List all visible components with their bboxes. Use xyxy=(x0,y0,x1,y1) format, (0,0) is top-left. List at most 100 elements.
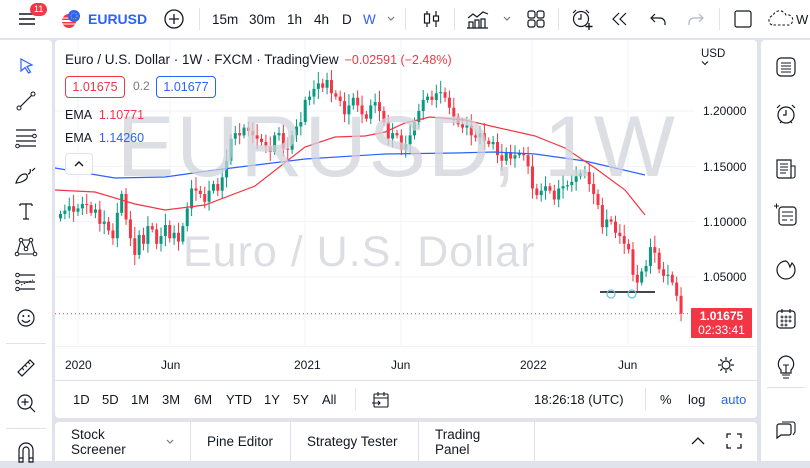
x-tick-2020: 2020 xyxy=(65,358,92,372)
chevron-up-icon xyxy=(74,161,84,167)
indicators-button[interactable] xyxy=(464,0,492,38)
zoom-in-tool[interactable] xyxy=(10,387,42,419)
auto-scale-toggle[interactable]: auto xyxy=(721,392,747,407)
utc-clock[interactable]: 18:26:18 (UTC) xyxy=(534,392,624,407)
chart-panel[interactable]: EURUSD, 1W Euro / U.S. Dollar Euro / U.S… xyxy=(55,40,757,418)
widget-bar xyxy=(761,40,810,461)
sell-price-button[interactable]: 1.01675 xyxy=(65,76,125,98)
interval-d[interactable]: D xyxy=(342,11,352,27)
tab-trading-panel-label: Trading Panel xyxy=(435,426,481,457)
zoom-in-icon xyxy=(17,394,36,413)
redo-icon xyxy=(688,13,704,25)
alarm-clock-icon xyxy=(776,104,796,124)
lightbulb-icon xyxy=(777,355,795,379)
cursor-arrow-icon xyxy=(20,57,34,74)
chart-legend[interactable]: Euro / U.S. Dollar · 1W · FXCM · Trading… xyxy=(65,52,452,67)
prediction-tool[interactable] xyxy=(10,266,42,298)
data-window-icon xyxy=(774,203,797,226)
range-6m[interactable]: 6M xyxy=(194,392,213,407)
indicators-dropdown[interactable] xyxy=(500,0,514,38)
undo-icon xyxy=(650,13,666,25)
range-1y[interactable]: 1Y xyxy=(264,392,280,407)
buy-price-button[interactable]: 1.01677 xyxy=(156,76,216,98)
percent-scale-toggle[interactable]: % xyxy=(660,392,672,407)
tab-trading-panel[interactable]: Trading Panel xyxy=(419,422,535,461)
layouts-button[interactable] xyxy=(524,0,548,38)
log-scale-toggle[interactable]: log xyxy=(688,392,706,407)
ema-slow-legend[interactable]: EMA 1.14260 xyxy=(65,131,144,145)
tab-pine-editor[interactable]: Pine Editor xyxy=(191,422,291,461)
tab-strategy-tester-label: Strategy Tester xyxy=(307,434,398,449)
interval-4h[interactable]: 4h xyxy=(314,11,330,27)
pattern-tool[interactable] xyxy=(10,230,42,262)
range-5y[interactable]: 5Y xyxy=(293,392,309,407)
replay-button[interactable] xyxy=(608,0,632,38)
x-tick-jun-2020: Jun xyxy=(161,358,181,372)
icons-tool[interactable] xyxy=(10,302,42,334)
tab-stock-screener-label: Stock Screener xyxy=(71,426,126,457)
price-chart[interactable] xyxy=(55,40,757,380)
interval-15m[interactable]: 15m xyxy=(212,11,239,27)
symbol-search-button[interactable]: EURUSD xyxy=(60,0,147,38)
magnet-tool[interactable] xyxy=(10,436,42,468)
chevron-down-icon xyxy=(166,439,174,444)
currency-selector[interactable]: USD xyxy=(701,48,725,66)
range-1d[interactable]: 1D xyxy=(73,392,90,407)
spread-value: 0.2 xyxy=(133,79,150,93)
interval-dropdown[interactable] xyxy=(384,0,398,38)
flag-icon xyxy=(62,10,80,28)
range-all[interactable]: All xyxy=(322,392,337,407)
maximize-icon xyxy=(726,433,742,449)
x-tick-jun-2021: Jun xyxy=(391,358,411,372)
fullscreen-button[interactable] xyxy=(731,0,755,38)
candles-icon xyxy=(423,11,440,27)
alert-button[interactable] xyxy=(569,0,595,38)
cloud-save-button[interactable]: W xyxy=(766,0,808,38)
y-tick-1.05: 1.05000 xyxy=(703,270,747,284)
range-3m[interactable]: 3M xyxy=(162,392,181,407)
expand-panel-button[interactable] xyxy=(689,432,707,450)
last-price-label: 1.01675 02:33:41 xyxy=(691,308,752,338)
range-1m[interactable]: 1M xyxy=(131,392,150,407)
x-tick-jun-2022: Jun xyxy=(618,358,638,372)
watchlist-button[interactable] xyxy=(769,50,803,84)
go-to-date-button[interactable] xyxy=(371,390,391,410)
interval-30m[interactable]: 30m xyxy=(249,11,276,27)
compare-symbol-button[interactable] xyxy=(162,0,186,38)
chevron-down-icon xyxy=(701,61,709,66)
top-toolbar: 11 EURUSD 15m 30m 1h 4h D W xyxy=(0,0,810,38)
cursor-tool[interactable] xyxy=(10,50,42,82)
y-tick-1.15: 1.15000 xyxy=(703,160,747,174)
ideas-button[interactable] xyxy=(769,350,803,384)
fib-retracement-tool[interactable] xyxy=(10,122,42,154)
trend-line-tool[interactable] xyxy=(10,85,42,117)
data-window-button[interactable] xyxy=(769,198,803,232)
notification-badge: 11 xyxy=(30,3,48,16)
collapse-legend-button[interactable] xyxy=(65,153,93,175)
range-ytd[interactable]: YTD xyxy=(226,392,252,407)
cloud-save-label: W xyxy=(796,11,809,27)
forecast-icon xyxy=(15,272,35,292)
ema-fast-legend[interactable]: EMA 1.10771 xyxy=(65,108,144,122)
chart-settings-button[interactable] xyxy=(717,356,735,374)
maximize-panel-button[interactable] xyxy=(725,432,743,450)
news-button[interactable] xyxy=(769,152,803,186)
ema-fast-label: EMA xyxy=(65,108,92,122)
chart-type-button[interactable] xyxy=(420,0,444,38)
range-5d[interactable]: 5D xyxy=(102,392,119,407)
hotlists-button[interactable] xyxy=(769,253,803,287)
interval-w[interactable]: W xyxy=(363,11,376,27)
calendar-button[interactable] xyxy=(769,302,803,336)
x-tick-2022: 2022 xyxy=(520,358,547,372)
tab-strategy-tester[interactable]: Strategy Tester xyxy=(291,422,419,461)
measure-tool[interactable] xyxy=(10,352,42,384)
undo-button[interactable] xyxy=(646,0,670,38)
brush-tool[interactable] xyxy=(10,159,42,191)
interval-1h[interactable]: 1h xyxy=(287,11,303,27)
tab-stock-screener[interactable]: Stock Screener xyxy=(55,422,191,461)
alerts-button[interactable] xyxy=(769,97,803,131)
chats-button[interactable] xyxy=(769,412,803,446)
text-tool[interactable] xyxy=(10,195,42,227)
redo-button[interactable] xyxy=(684,0,708,38)
ema-fast-value: 1.10771 xyxy=(98,108,145,122)
